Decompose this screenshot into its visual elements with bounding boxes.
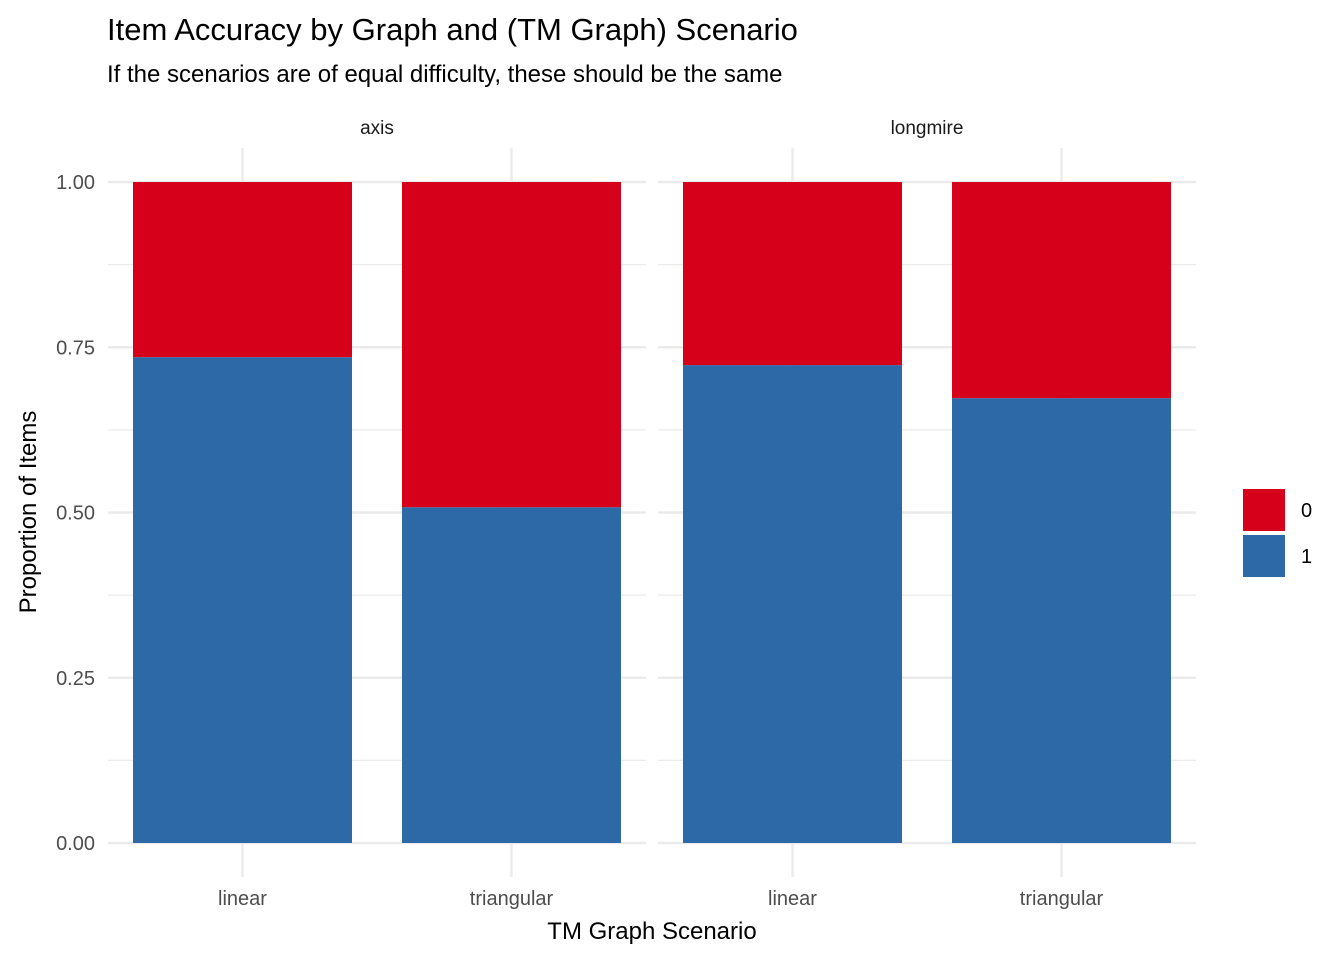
facet-panel-longmire: longmire linear triangular bbox=[658, 118, 1196, 910]
legend-key-1 bbox=[1243, 535, 1285, 577]
bar-axis-linear-0 bbox=[133, 182, 352, 358]
x-tick-label: linear bbox=[218, 888, 267, 910]
bar-axis-triangular-0 bbox=[402, 182, 621, 508]
x-axis-label: TM Graph Scenario bbox=[547, 918, 756, 945]
facet-label-axis: axis bbox=[360, 118, 394, 139]
bar-longmire-triangular-0 bbox=[952, 182, 1171, 399]
y-tick-label: 0.00 bbox=[56, 833, 95, 855]
x-tick-label: linear bbox=[768, 888, 817, 910]
y-tick-label: 1.00 bbox=[56, 172, 95, 194]
legend: 01 bbox=[1243, 489, 1312, 577]
chart-title: Item Accuracy by Graph and (TM Graph) Sc… bbox=[107, 12, 798, 47]
bar-longmire-linear-0 bbox=[683, 182, 902, 366]
x-tick-label: triangular bbox=[470, 888, 554, 910]
bar-axis-triangular-1 bbox=[402, 507, 621, 843]
facet-panel-axis: axis linear triangular bbox=[108, 118, 646, 910]
legend-key-0 bbox=[1243, 489, 1285, 531]
bar-axis-linear-1 bbox=[133, 357, 352, 843]
x-tick-label: triangular bbox=[1020, 888, 1104, 910]
y-axis-ticks: 0.00 0.25 0.50 0.75 1.00 bbox=[56, 172, 95, 855]
bar-longmire-linear-1 bbox=[683, 365, 902, 843]
facet-label-longmire: longmire bbox=[891, 118, 964, 139]
y-tick-label: 0.75 bbox=[56, 337, 95, 359]
legend-label-0: 0 bbox=[1301, 500, 1312, 522]
legend-label-1: 1 bbox=[1301, 546, 1312, 568]
y-tick-label: 0.50 bbox=[56, 503, 95, 525]
chart-subtitle: If the scenarios are of equal difficulty… bbox=[107, 61, 783, 88]
y-axis-label: Proportion of Items bbox=[15, 411, 42, 614]
facets: axis linear triangular longmire linear triang… bbox=[108, 118, 1196, 910]
y-tick-label: 0.25 bbox=[56, 668, 95, 690]
bar-longmire-triangular-1 bbox=[952, 398, 1171, 843]
